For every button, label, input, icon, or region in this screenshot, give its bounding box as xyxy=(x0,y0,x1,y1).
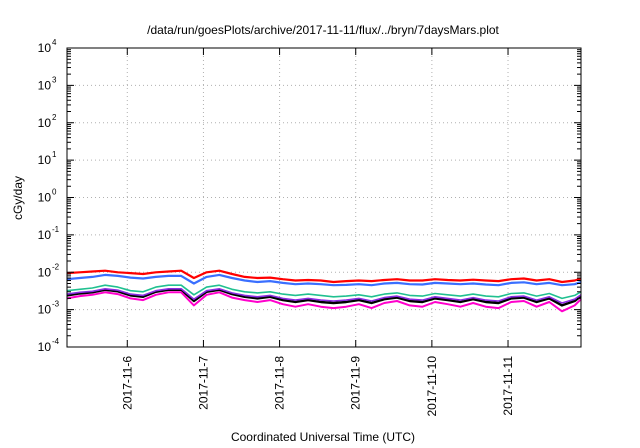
y-tick-label: 10 xyxy=(38,153,52,167)
series-line-6 xyxy=(66,291,582,313)
x-tick-label: 2017-11-11 xyxy=(501,356,515,416)
x-tick-label: 2017-11-9 xyxy=(349,356,363,410)
x-tick-label: 2017-11-6 xyxy=(120,356,134,410)
x-tick-label: 2017-11-7 xyxy=(196,356,210,410)
y-tick-label: 10 xyxy=(38,265,52,279)
x-tick-label: 2017-11-10 xyxy=(425,356,439,417)
y-tick-exponent: -3 xyxy=(52,300,60,309)
y-tick-exponent: 2 xyxy=(52,113,57,122)
chart-title: /data/run/goesPlots/archive/2017-11-11/f… xyxy=(147,23,499,37)
series-line-4 xyxy=(66,288,582,307)
y-tick-exponent: -2 xyxy=(52,262,60,271)
y-tick-label: 10 xyxy=(38,191,52,205)
y-tick-label: 10 xyxy=(38,303,52,317)
grid xyxy=(67,48,581,347)
y-tick-label: 10 xyxy=(38,78,52,92)
series-lines xyxy=(66,269,582,313)
y-tick-exponent: -4 xyxy=(52,337,60,346)
series-line-3 xyxy=(66,284,582,300)
y-tick-exponent: -1 xyxy=(52,225,60,234)
y-tick-label: 10 xyxy=(38,228,52,242)
y-tick-exponent: 0 xyxy=(52,188,57,197)
y-axis-label: cGy/day xyxy=(11,176,25,220)
series-line-1 xyxy=(66,269,582,284)
y-tick-exponent: 4 xyxy=(52,38,57,47)
x-tick-label: 2017-11-8 xyxy=(273,356,287,410)
series-line-5 xyxy=(66,287,582,304)
y-tick-label: 10 xyxy=(38,41,52,55)
series-line-2 xyxy=(66,273,582,287)
y-tick-label: 10 xyxy=(38,340,52,354)
x-axis-label: Coordinated Universal Time (UTC) xyxy=(231,430,415,444)
y-tick-exponent: 1 xyxy=(52,150,57,159)
x-axis: 2017-11-6 2017-11-7 2017-11-8 2017-11-9 2017… xyxy=(120,48,515,417)
y-tick-exponent: 3 xyxy=(52,75,57,84)
y-tick-label: 10 xyxy=(38,116,52,130)
